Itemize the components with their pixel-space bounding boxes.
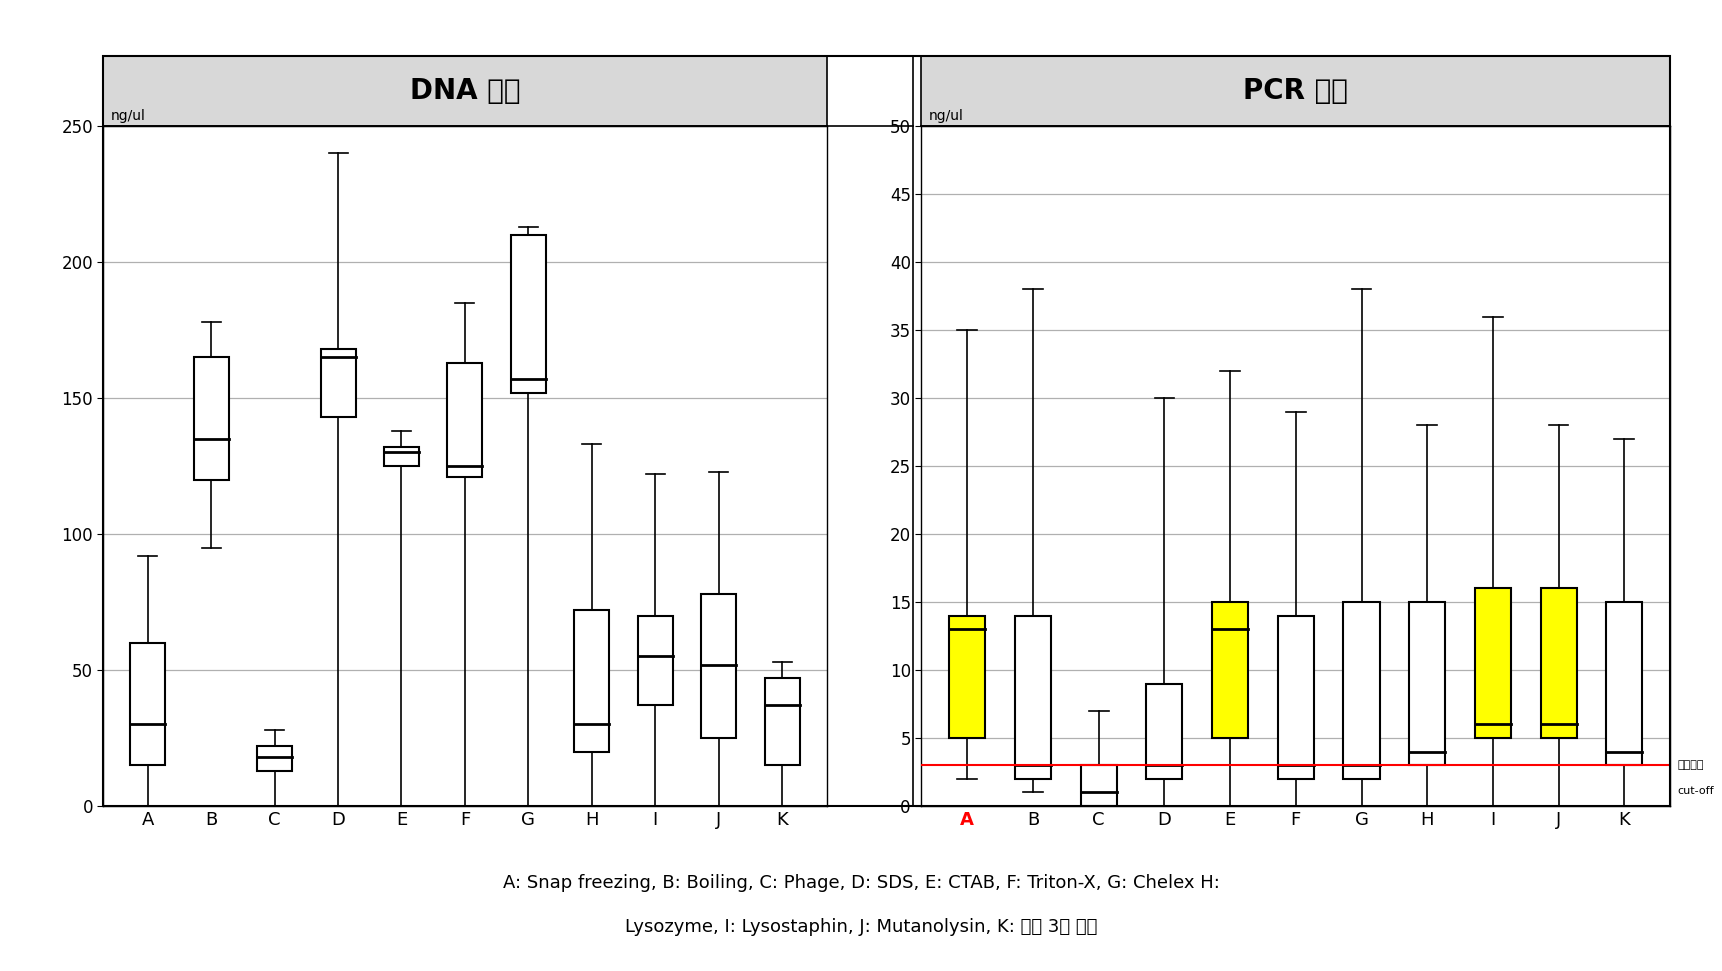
- Bar: [637, 616, 673, 705]
- Bar: [320, 350, 355, 418]
- Bar: [1147, 684, 1183, 779]
- Bar: [949, 616, 985, 738]
- Bar: [1081, 765, 1118, 806]
- Bar: [701, 594, 737, 738]
- Bar: [1014, 616, 1050, 779]
- Bar: [1409, 602, 1445, 765]
- Text: ng/ul: ng/ul: [928, 109, 964, 123]
- Text: ng/ul: ng/ul: [110, 109, 145, 123]
- Bar: [1607, 602, 1643, 765]
- Text: cut-off: cut-off: [1677, 786, 1715, 795]
- Bar: [448, 363, 482, 477]
- Text: DNA 농도: DNA 농도: [410, 78, 520, 105]
- Text: A: Snap freezing, B: Boiling, C: Phage, D: SDS, E: CTAB, F: Triton-X, G: Chelex : A: Snap freezing, B: Boiling, C: Phage, …: [503, 874, 1219, 892]
- Bar: [1278, 616, 1314, 779]
- Bar: [511, 235, 546, 392]
- Bar: [384, 447, 418, 466]
- Text: Lysozyme, I: Lysostaphin, J: Mutanolysin, K: 효소 3종 혼합: Lysozyme, I: Lysostaphin, J: Mutanolysin…: [625, 918, 1097, 936]
- Bar: [1474, 588, 1510, 738]
- Text: PCR 강도: PCR 강도: [1243, 78, 1348, 105]
- Bar: [765, 678, 799, 765]
- Bar: [1541, 588, 1577, 738]
- Bar: [575, 610, 610, 752]
- Bar: [257, 746, 293, 771]
- Bar: [1212, 602, 1248, 738]
- Text: 진단가능: 진단가능: [1677, 760, 1705, 770]
- Bar: [131, 643, 165, 765]
- Bar: [193, 357, 229, 480]
- Bar: [1343, 602, 1379, 779]
